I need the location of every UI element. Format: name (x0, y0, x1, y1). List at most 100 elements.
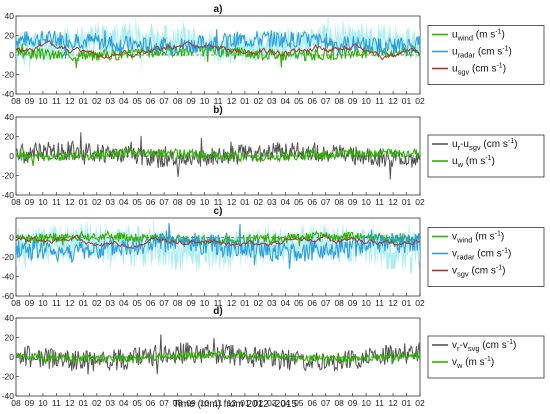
x-tick-label: 08 (334, 197, 344, 207)
x-tick-label: 12 (65, 398, 75, 408)
x-tick-label: 03 (267, 96, 277, 106)
x-tick-label: 01 (79, 398, 89, 408)
legend-box (427, 227, 545, 287)
x-tick-label: 02 (92, 96, 102, 106)
x-tick-label: 11 (375, 398, 384, 408)
x-tick-label: 04 (119, 96, 129, 106)
x-tick-label: 10 (200, 197, 210, 207)
x-tick-label: 02 (415, 96, 425, 106)
legend-box (427, 134, 545, 178)
x-tick-label: 02 (415, 197, 425, 207)
x-tick-label: 02 (415, 398, 425, 408)
x-tick-label: 12 (388, 298, 398, 308)
x-tick-label: 10 (38, 398, 48, 408)
legend: uwind (m s-1) uradar (cm s-1) usgv (cm s-1… (427, 25, 545, 85)
x-tick-label: 09 (348, 398, 358, 408)
x-tick-label: 07 (159, 197, 169, 207)
x-tick-label: 09 (25, 398, 35, 408)
legend-box (427, 25, 545, 85)
x-tick-label: 09 (25, 298, 35, 308)
x-tick-label: 04 (119, 298, 129, 308)
legend-entry: vr-vsvg (cm s-1) (452, 339, 516, 353)
x-tick-label: 01 (240, 96, 250, 106)
x-tick-label: 07 (321, 96, 331, 106)
x-tick-label: 01 (402, 298, 412, 308)
x-tick-label: 06 (308, 398, 318, 408)
x-tick-label: 11 (52, 398, 61, 408)
legend-entry: uw (m s-1) (452, 155, 495, 169)
x-tick-label: 01 (402, 197, 412, 207)
y-tick-label: 40 (5, 11, 15, 21)
x-tick-label: 11 (214, 298, 223, 308)
x-tick-label: 01 (402, 398, 412, 408)
x-tick-label: 05 (132, 298, 142, 308)
y-tick-label: 20 (5, 31, 15, 41)
y-tick-label: -40 (2, 391, 15, 401)
x-tick-label: 08 (173, 197, 183, 207)
x-tick-label: 12 (227, 298, 237, 308)
x-tick-label: 12 (388, 96, 398, 106)
panel-label: b) (213, 105, 222, 116)
x-tick-label: 04 (281, 398, 291, 408)
x-tick-label: 12 (388, 197, 398, 207)
x-tick-label: 08 (173, 96, 183, 106)
y-tick-label: -20 (2, 171, 15, 181)
x-tick-label: 01 (79, 96, 89, 106)
x-tick-label: 08 (11, 398, 21, 408)
x-tick-label: 09 (186, 197, 196, 207)
x-tick-label: 09 (348, 197, 358, 207)
x-tick-label: 02 (92, 398, 102, 408)
y-tick-label: 0 (9, 151, 14, 161)
legend-entry: vwind (m s-1) (452, 231, 504, 245)
y-tick-label: -20 (2, 372, 15, 382)
x-tick-label: 10 (200, 96, 210, 106)
x-tick-label: 11 (52, 96, 61, 106)
x-tick-label: 08 (11, 298, 21, 308)
x-tick-label: 08 (334, 398, 344, 408)
x-tick-label: 06 (146, 96, 156, 106)
x-tick-label: 03 (106, 298, 116, 308)
x-tick-label: 09 (186, 298, 196, 308)
x-tick-label: 02 (254, 96, 264, 106)
series-blue-line (16, 223, 420, 269)
x-tick-label: 05 (132, 197, 142, 207)
x-tick-label: 05 (294, 197, 304, 207)
x-axis-label-holder: Time (mm) from 2012 -2015 (0, 399, 550, 410)
y-tick-label: -40 (2, 89, 15, 99)
x-tick-label: 12 (227, 96, 237, 106)
x-tick-label: 11 (375, 96, 384, 106)
x-tick-label: 06 (308, 96, 318, 106)
y-tick-label: -40 (2, 272, 15, 282)
x-tick-label: 07 (321, 298, 331, 308)
x-tick-label: 08 (11, 96, 21, 106)
x-tick-label: 07 (159, 398, 169, 408)
panel-label: a) (214, 4, 223, 15)
x-tick-label: 08 (334, 298, 344, 308)
x-tick-label: 04 (281, 96, 291, 106)
x-tick-label: 01 (402, 96, 412, 106)
legend-entry: uradar (cm s-1) (452, 46, 512, 60)
x-tick-label: 03 (106, 398, 116, 408)
x-tick-label: 11 (52, 298, 61, 308)
series-red-line (16, 40, 420, 61)
x-tick-label: 10 (38, 197, 48, 207)
legend: ur-usgv (cm s-1) uw (m s-1) (427, 134, 545, 178)
x-axis-label: Time (mm) from 2012 -2015 (172, 399, 298, 410)
x-tick-label: 07 (321, 197, 331, 207)
y-tick-label: -60 (2, 291, 15, 301)
x-tick-label: 03 (106, 96, 116, 106)
x-tick-label: 03 (267, 398, 277, 408)
x-tick-label: 12 (65, 298, 75, 308)
series-blue-line (16, 29, 420, 59)
x-tick-label: 06 (146, 197, 156, 207)
x-tick-label: 05 (132, 398, 142, 408)
x-tick-label: 10 (361, 298, 371, 308)
legend-entry: vradar (cm s-1) (452, 248, 511, 262)
panel-label: c) (214, 206, 223, 217)
panel-label: d) (213, 306, 222, 317)
x-tick-label: 09 (186, 398, 196, 408)
